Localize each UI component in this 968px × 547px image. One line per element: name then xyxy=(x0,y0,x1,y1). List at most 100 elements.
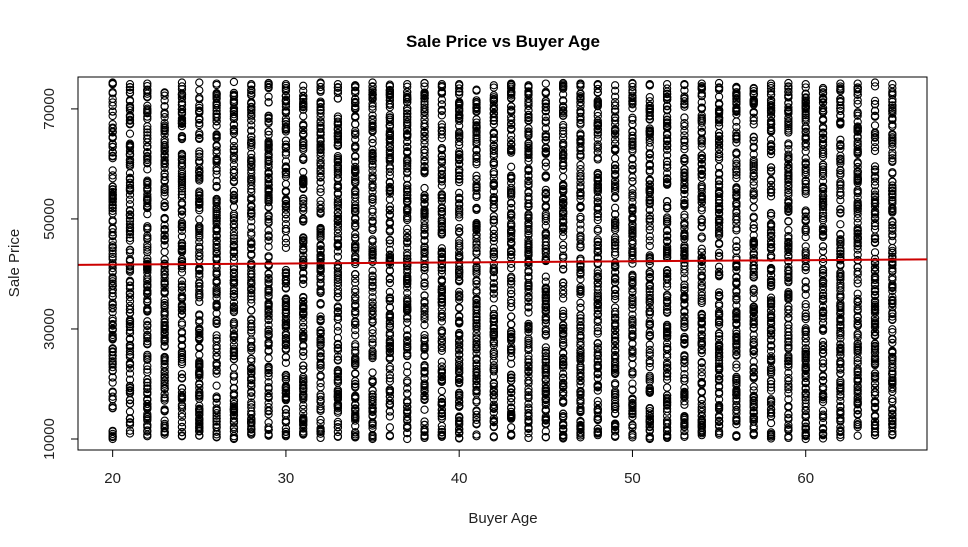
data-point xyxy=(125,281,135,290)
data-point xyxy=(177,179,187,189)
data-point xyxy=(316,397,325,406)
data-point xyxy=(108,427,117,436)
data-point xyxy=(108,171,117,180)
data-point xyxy=(125,112,135,122)
data-point xyxy=(108,140,117,149)
data-point xyxy=(420,183,429,193)
data-point xyxy=(125,80,135,89)
data-point xyxy=(160,309,169,318)
data-point xyxy=(143,355,152,364)
data-point xyxy=(195,106,204,116)
data-point xyxy=(143,378,152,387)
data-point xyxy=(108,128,117,137)
data-point xyxy=(160,376,169,385)
data-point xyxy=(125,328,135,337)
data-point xyxy=(177,404,187,413)
data-point xyxy=(229,303,239,312)
data-point xyxy=(125,224,135,233)
data-point xyxy=(125,97,135,106)
data-point xyxy=(437,357,447,366)
data-point xyxy=(195,423,204,433)
data-point xyxy=(229,335,239,345)
data-point xyxy=(125,236,135,245)
data-point xyxy=(177,422,187,432)
data-point xyxy=(195,171,204,180)
data-point xyxy=(177,428,187,437)
data-point xyxy=(299,351,308,361)
data-point xyxy=(160,155,169,164)
data-point xyxy=(212,392,221,401)
data-point xyxy=(143,326,152,335)
data-point xyxy=(195,269,204,279)
data-point xyxy=(125,343,135,353)
data-point xyxy=(125,85,135,95)
data-point xyxy=(212,130,221,139)
data-point xyxy=(177,418,187,427)
data-point xyxy=(108,281,117,290)
data-point xyxy=(558,172,568,182)
data-point xyxy=(108,277,117,286)
data-point xyxy=(212,154,221,163)
data-point xyxy=(281,210,291,219)
data-point xyxy=(195,368,204,378)
data-point xyxy=(160,405,169,414)
data-point xyxy=(143,240,152,249)
data-point xyxy=(195,233,204,242)
data-point xyxy=(160,265,169,275)
data-point xyxy=(177,291,187,300)
data-point xyxy=(368,368,377,377)
data-point xyxy=(558,240,568,250)
data-point xyxy=(541,158,550,167)
data-point xyxy=(229,247,239,257)
data-point xyxy=(195,101,204,110)
data-point xyxy=(212,420,221,429)
data-point xyxy=(143,277,152,286)
data-point xyxy=(177,98,187,107)
data-point xyxy=(125,429,135,438)
data-point xyxy=(195,226,204,236)
data-point xyxy=(108,303,117,312)
data-point xyxy=(195,237,204,247)
data-point xyxy=(177,242,187,251)
data-point xyxy=(229,289,239,299)
data-point xyxy=(108,392,117,401)
data-point xyxy=(108,123,117,132)
data-point xyxy=(108,217,117,226)
data-point xyxy=(212,286,221,295)
data-point xyxy=(160,172,169,182)
data-point xyxy=(558,265,568,274)
data-point xyxy=(108,228,117,237)
data-point xyxy=(333,252,343,261)
data-point xyxy=(160,423,169,432)
data-point xyxy=(212,109,221,119)
data-point xyxy=(507,319,516,329)
data-point xyxy=(576,303,585,312)
data-point xyxy=(229,176,239,185)
data-point xyxy=(143,243,152,252)
data-point xyxy=(108,403,117,412)
data-point xyxy=(160,102,169,111)
data-point xyxy=(108,373,117,382)
data-point xyxy=(108,388,117,397)
data-point xyxy=(177,232,187,241)
data-point xyxy=(195,166,204,175)
data-point xyxy=(281,219,291,229)
data-point xyxy=(143,420,152,430)
data-point xyxy=(143,409,152,419)
data-point xyxy=(143,416,152,425)
data-point xyxy=(108,204,117,213)
data-point xyxy=(143,365,152,374)
data-point xyxy=(125,420,135,429)
data-point xyxy=(125,335,135,344)
data-point xyxy=(593,155,602,164)
data-point xyxy=(177,350,187,360)
data-point xyxy=(160,163,169,173)
data-point xyxy=(160,389,169,399)
data-point xyxy=(143,180,152,190)
data-point xyxy=(212,146,221,155)
data-point xyxy=(143,159,152,168)
data-point xyxy=(229,399,239,409)
data-point xyxy=(212,414,221,423)
data-point xyxy=(212,98,221,108)
data-point xyxy=(177,384,187,393)
